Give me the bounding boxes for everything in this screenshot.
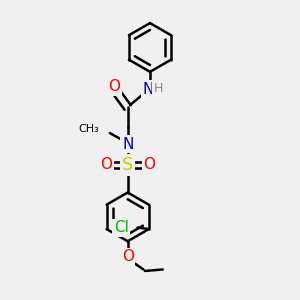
Text: N: N bbox=[143, 82, 154, 97]
Text: O: O bbox=[100, 158, 112, 172]
Text: CH₃: CH₃ bbox=[79, 124, 100, 134]
Text: Cl: Cl bbox=[114, 220, 129, 235]
Text: O: O bbox=[108, 79, 120, 94]
Text: S: S bbox=[122, 156, 134, 174]
Text: O: O bbox=[143, 158, 155, 172]
Text: H: H bbox=[154, 82, 163, 95]
Text: N: N bbox=[122, 136, 134, 152]
Text: O: O bbox=[122, 249, 134, 264]
